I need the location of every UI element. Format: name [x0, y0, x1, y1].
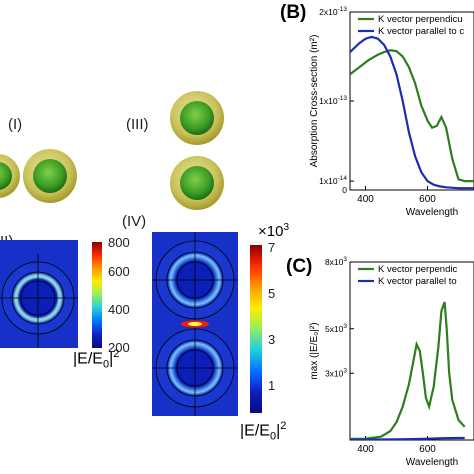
chart-C: max (|E/E₀|²) 8x103 5x103 3x103 400 600 Wavele… [309, 256, 474, 468]
y-tick-label: 0 [342, 185, 347, 195]
panel-letter-B: (B) [280, 2, 307, 23]
field-map-II [0, 240, 78, 348]
series-line-perpendicular [350, 49, 474, 183]
panel-letter-C: (C) [286, 256, 313, 277]
colorbar-IV [250, 245, 262, 413]
x-tick-label: 400 [357, 194, 374, 205]
x-tick-label: 600 [419, 444, 436, 455]
particle-right [23, 149, 77, 203]
tick-3: 3 [268, 332, 275, 347]
y-tick-label: 1x10-13 [319, 95, 347, 106]
tick-1: 1 [268, 378, 275, 393]
legend-entry: K vector perpendicu [378, 14, 463, 25]
x-tick-label: 400 [357, 444, 374, 455]
series-line-parallel [350, 436, 465, 440]
panel-label-I: (I) [8, 116, 23, 133]
legend-entry: K vector parallel to [378, 276, 457, 287]
x-axis-label: Wavelength [406, 207, 458, 218]
particle-bottom [170, 156, 224, 210]
particle-left [0, 154, 20, 198]
y-axis-label: Absorption Cross-section (m²) [309, 35, 320, 168]
tick-800: 800 [108, 236, 130, 250]
tick-5: 5 [268, 286, 275, 301]
legend-entry: K vector perpendic [378, 264, 457, 275]
panel-label-III: (III) [126, 116, 149, 133]
colorbar-II [92, 242, 102, 348]
y-tick-label: 8x103 [325, 256, 347, 267]
series-line-perpendicular [350, 301, 466, 440]
particle-pair-III [170, 91, 224, 210]
particle-pair-I [0, 149, 77, 203]
colorbar-IV-title: |E/E0|2 [240, 420, 287, 443]
y-tick-label: 3x103 [325, 367, 347, 378]
series-line-parallel [350, 35, 474, 190]
colorbar-IV-ticks: 7 5 3 1 [268, 240, 275, 393]
chart-B: Absorption Cross-section (m²) 2x10-13 1x10… [309, 6, 474, 218]
field-map-IV [152, 232, 238, 416]
y-tick-label: 2x10-13 [319, 6, 347, 17]
colorbar-IV-multiplier: ×103 [258, 222, 290, 240]
colorbar-II-title: |E/E0|2 [73, 348, 120, 371]
panel-label-IV: (IV) [122, 213, 147, 230]
tick-600: 600 [108, 264, 130, 279]
legend-entry: K vector parallel to c [378, 26, 464, 37]
y-axis-label: max (|E/E₀|²) [309, 322, 320, 379]
y-tick-label: 1x10-14 [319, 175, 347, 186]
tick-7: 7 [268, 240, 275, 255]
x-tick-label: 600 [419, 194, 436, 205]
colorbar-II-ticks: 800 600 400 200 [108, 236, 130, 355]
tick-400: 400 [108, 302, 130, 317]
y-tick-label: 5x103 [325, 323, 347, 334]
tick-200: 200 [108, 340, 130, 355]
x-axis-label: Wavelength [406, 457, 458, 468]
particle-top [170, 91, 224, 145]
